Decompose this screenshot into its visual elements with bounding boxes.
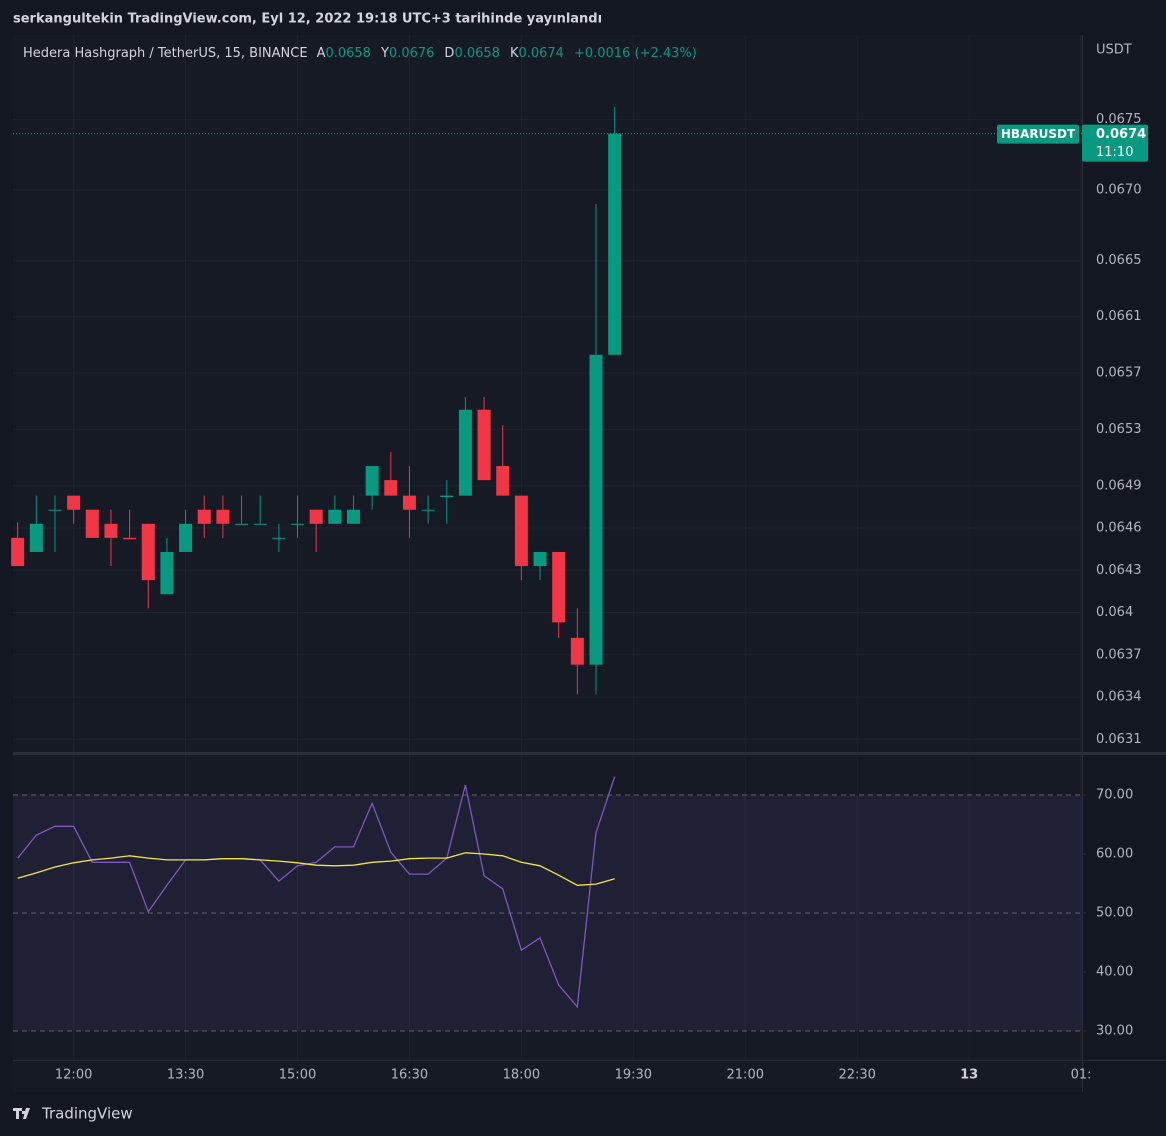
legend-key: Y <box>380 46 389 61</box>
y-tick-label: 0.0665 <box>1096 253 1142 268</box>
last-price-label: 0.0674 <box>1096 127 1146 142</box>
candle-body <box>477 409 491 481</box>
y-tick-label: 0.0646 <box>1096 521 1142 536</box>
candle-body <box>104 523 118 538</box>
y-tick-label: 0.0634 <box>1096 690 1142 705</box>
candle-body <box>48 509 62 511</box>
header-title: serkangultekin TradingView.com, Eyl 12, … <box>13 12 602 27</box>
y-tick-label: 30.00 <box>1096 1023 1133 1038</box>
chart-panel <box>13 35 1082 1092</box>
legend-value: 0.0658 <box>454 46 500 61</box>
y-tick-label: 0.0649 <box>1096 478 1142 493</box>
candle-body <box>253 523 267 525</box>
y-tick-label: 0.064 <box>1096 605 1133 620</box>
symbol-tag <box>997 124 1079 144</box>
y-tick-label: 50.00 <box>1096 905 1133 920</box>
candle-body <box>384 480 398 496</box>
candle-body <box>179 523 193 552</box>
x-tick-label: 16:30 <box>391 1068 428 1083</box>
x-tick-label: 15:00 <box>279 1068 316 1083</box>
line-series <box>17 776 616 1009</box>
symbol-label: HBARUSDT <box>1001 127 1076 141</box>
legend-value: 0.0658 <box>325 46 371 61</box>
y-tick-label: 0.0657 <box>1096 366 1142 381</box>
price-tag <box>1082 124 1148 162</box>
x-tick-label: 21:00 <box>727 1068 764 1083</box>
y-tick-label: 40.00 <box>1096 964 1133 979</box>
x-tick-label: 13 <box>960 1068 978 1083</box>
candle-body <box>309 509 323 524</box>
legend-title: Hedera Hashgraph / TetherUS, 15, BINANCE <box>23 46 308 61</box>
y-tick-label: 0.0661 <box>1096 309 1142 324</box>
candle-body <box>216 509 230 524</box>
x-tick-label: 22:30 <box>838 1068 875 1083</box>
candle-body <box>123 537 137 540</box>
countdown-label: 11:10 <box>1096 145 1133 160</box>
x-tick-label: 13:30 <box>167 1068 204 1083</box>
brand: TradingView <box>41 1105 133 1123</box>
candle-body <box>291 523 305 525</box>
candle-body <box>235 523 249 525</box>
logo-icon <box>13 1108 30 1119</box>
candle-body <box>346 509 360 524</box>
candle-body <box>589 354 603 665</box>
candle-body <box>160 551 174 595</box>
candle-body <box>440 495 454 498</box>
candle-body <box>533 551 547 567</box>
y-tick-label: 0.0675 <box>1096 112 1142 127</box>
candle-body <box>29 523 43 552</box>
candle-body <box>421 509 435 511</box>
x-tick-label: 01: <box>1071 1068 1092 1083</box>
candle-body <box>608 133 622 355</box>
candle-body <box>402 495 416 510</box>
x-tick-label: 12:00 <box>55 1068 92 1083</box>
x-tick-label: 19:30 <box>615 1068 652 1083</box>
y-tick-label: 60.00 <box>1096 846 1133 861</box>
y-tick-label: 0.0643 <box>1096 563 1142 578</box>
legend-value: 0.0674 <box>518 46 564 61</box>
candle-body <box>458 409 472 496</box>
x-tick-label: 18:00 <box>503 1068 540 1083</box>
legend-key: A <box>317 46 326 61</box>
legend: Hedera Hashgraph / TetherUS, 15, BINANCE… <box>23 46 697 61</box>
y-tick-label: 0.0653 <box>1096 422 1142 437</box>
y-tick-label: 0.0631 <box>1096 732 1142 747</box>
candle-body <box>514 495 528 567</box>
candle-body <box>67 495 81 510</box>
legend-key: D <box>444 46 454 61</box>
candle-body <box>11 537 25 567</box>
logo: TradingView <box>13 1105 133 1123</box>
candle-body <box>141 523 155 581</box>
candle-body <box>85 509 99 538</box>
unit-label: USDT <box>1096 43 1132 58</box>
candle-body <box>496 466 510 496</box>
candle-body <box>365 466 379 496</box>
y-tick-label: 0.0670 <box>1096 182 1142 197</box>
line-series <box>17 852 615 886</box>
candle-body <box>197 509 211 524</box>
candle-body <box>552 551 566 623</box>
candle-body <box>328 509 342 524</box>
y-tick-label: 0.0637 <box>1096 647 1142 662</box>
legend-change: +0.0016 (+2.43%) <box>574 46 697 61</box>
candle-body <box>272 537 286 539</box>
y-tick-label: 70.00 <box>1096 787 1133 802</box>
legend-value: 0.0676 <box>389 46 435 61</box>
candle-body <box>570 637 584 665</box>
legend-key: K <box>510 46 519 61</box>
